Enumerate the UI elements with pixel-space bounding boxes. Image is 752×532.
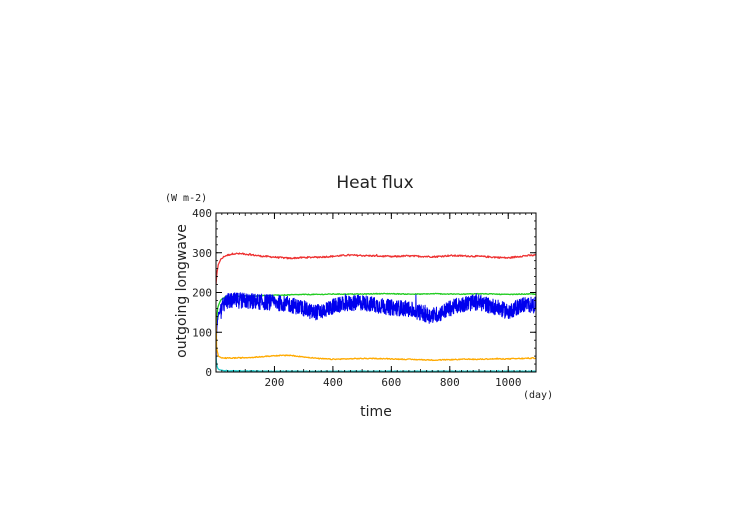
chart-title: Heat flux	[336, 173, 413, 193]
y-tick-label: 200	[192, 287, 212, 300]
y-tick-label: 300	[192, 247, 212, 260]
x-tick-label: 1000	[495, 376, 522, 389]
y-axis-unit: (W m-2)	[165, 193, 207, 204]
y-tick-label: 400	[192, 207, 212, 220]
y-axis-label: outgoing longwave	[174, 224, 190, 358]
x-tick-label: 800	[440, 376, 460, 389]
x-tick-label: 400	[323, 376, 343, 389]
x-tick-label: 200	[265, 376, 285, 389]
series-layer	[216, 252, 536, 372]
series-line-orange	[216, 312, 536, 362]
axes-layer: 200 400 600 800 1000 0 100 200 300 400	[192, 207, 537, 389]
x-axis-unit: (day)	[523, 390, 553, 401]
series-line-blue	[216, 292, 536, 367]
y-tick-label: 0	[205, 366, 212, 379]
series-line-red	[216, 252, 536, 285]
x-tick-label: 600	[381, 376, 401, 389]
y-tick-label: 100	[192, 326, 212, 339]
x-axis-label: time	[360, 404, 392, 420]
plot-frame	[215, 212, 537, 373]
series-line-cyan	[216, 356, 536, 372]
